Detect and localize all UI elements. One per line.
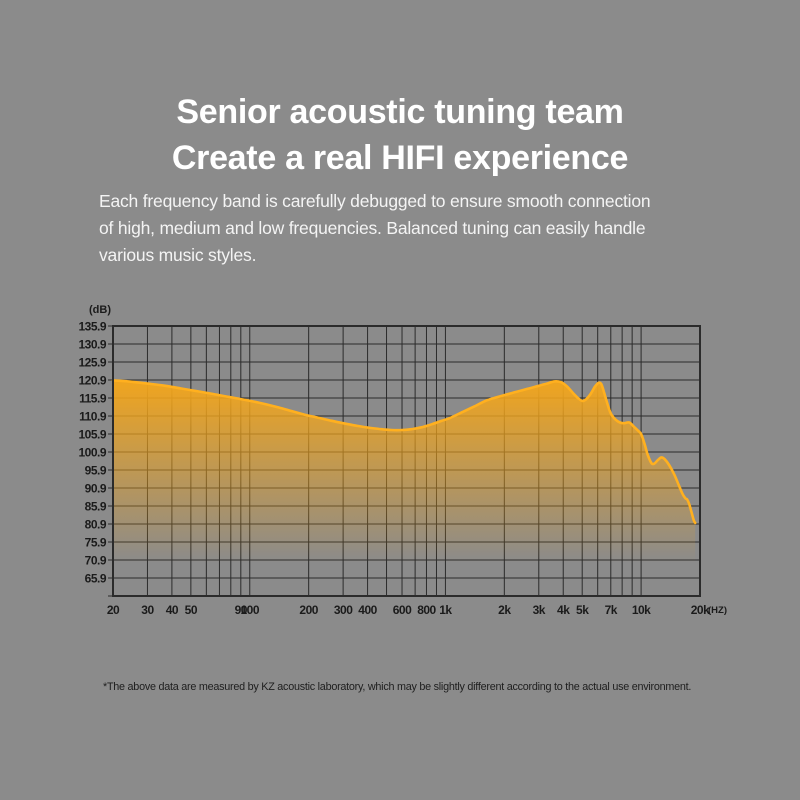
y-tick-label: 85.9 bbox=[85, 500, 107, 514]
x-tick-label: 2k bbox=[498, 603, 511, 617]
x-tick-label: 10k bbox=[632, 603, 651, 617]
x-tick-label: 40 bbox=[166, 603, 179, 617]
y-tick-label: 95.9 bbox=[85, 464, 107, 478]
description-line-2: of high, medium and low frequencies. Bal… bbox=[99, 218, 646, 238]
x-tick-label: 3k bbox=[533, 603, 546, 617]
x-tick-label: 1k bbox=[439, 603, 452, 617]
chart-frame bbox=[112, 325, 701, 597]
x-tick-label: 7k bbox=[605, 603, 618, 617]
x-tick-label: 300 bbox=[334, 603, 353, 617]
y-tick-label: 90.9 bbox=[85, 482, 107, 496]
page-title: Senior acoustic tuning team Create a rea… bbox=[0, 90, 800, 182]
description-line-1: Each frequency band is carefully debugge… bbox=[99, 191, 651, 211]
chart-area-series bbox=[111, 379, 697, 596]
plot-border bbox=[112, 325, 701, 597]
x-tick-label: 20k bbox=[691, 603, 710, 617]
title-line-1: Senior acoustic tuning team bbox=[176, 93, 624, 131]
description: Each frequency band is carefully debugge… bbox=[99, 188, 719, 269]
x-tick-label: 90 bbox=[235, 603, 248, 617]
y-tick-label: 120.9 bbox=[78, 374, 106, 388]
y-tick-label: 105.9 bbox=[78, 428, 106, 442]
title-line-2: Create a real HIFI experience bbox=[171, 138, 629, 177]
y-tick-label: 135.9 bbox=[78, 320, 106, 334]
y-tick-label: 70.9 bbox=[85, 554, 107, 568]
y-axis-unit-label: (dB) bbox=[89, 304, 111, 316]
y-tick-label: 115.9 bbox=[79, 392, 107, 406]
description-line-3: various music styles. bbox=[99, 245, 257, 265]
y-tick-label: 65.9 bbox=[85, 572, 107, 586]
x-tick-label: 600 bbox=[393, 603, 412, 617]
x-tick-label: 4k bbox=[557, 603, 570, 617]
y-tick-label: 110.9 bbox=[79, 410, 107, 424]
x-tick-label: 30 bbox=[141, 603, 154, 617]
y-tick-label: 130.9 bbox=[78, 338, 106, 352]
x-tick-label: 400 bbox=[358, 603, 377, 617]
footnote: *The above data are measured by KZ acous… bbox=[103, 681, 692, 693]
x-tick-label: 20 bbox=[107, 603, 120, 617]
y-tick-label: 125.9 bbox=[78, 356, 106, 370]
y-tick-label: 100.9 bbox=[78, 446, 106, 460]
chart-tick-labels: 135.9 130.9 125.9 120.9 115.9 110.9 105.9 100.9… bbox=[78, 320, 710, 618]
x-tick-label: 100 bbox=[240, 603, 259, 617]
x-tick-label: 800 bbox=[417, 603, 436, 617]
frequency-response-fill bbox=[113, 380, 696, 596]
x-tick-label: 5k bbox=[576, 603, 589, 617]
frequency-response-curve bbox=[111, 379, 697, 525]
y-tick-label: 80.9 bbox=[85, 518, 107, 532]
y-tick-label: 75.9 bbox=[85, 536, 107, 550]
x-axis-unit-label: (HZ) bbox=[708, 605, 727, 616]
x-tick-label: 200 bbox=[299, 603, 318, 617]
x-tick-label: 50 bbox=[185, 603, 198, 617]
